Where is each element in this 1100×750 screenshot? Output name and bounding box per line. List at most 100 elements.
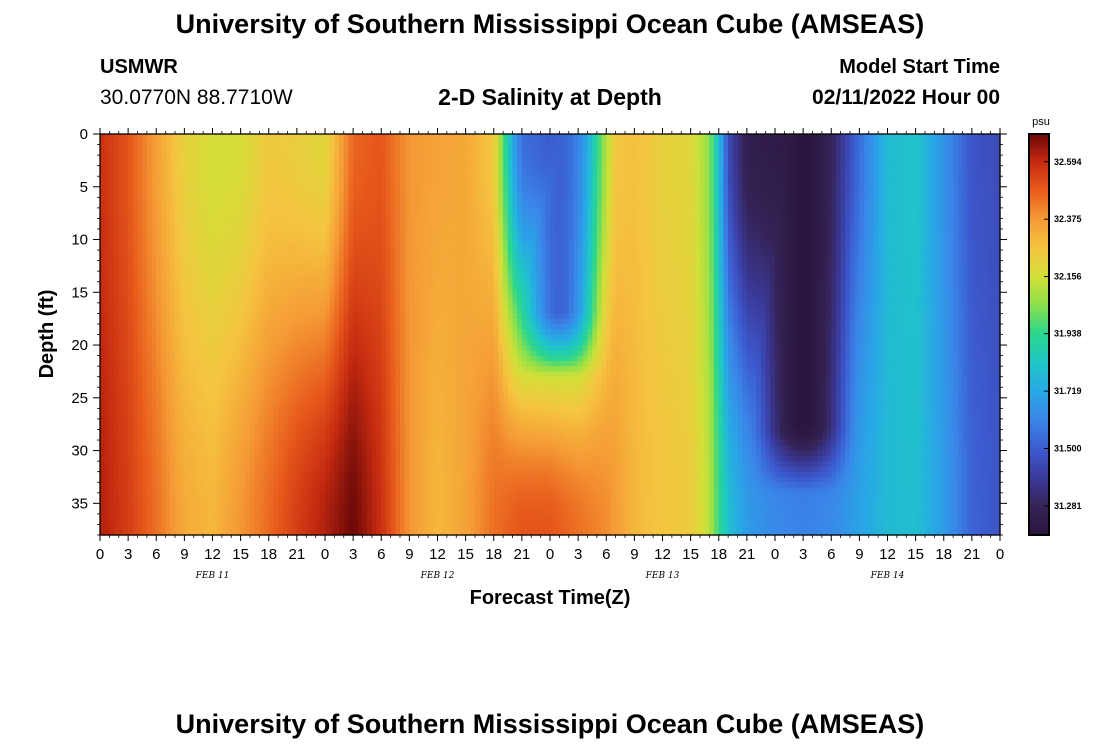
heatmap-cell [175, 498, 181, 504]
heatmap-cell [278, 165, 284, 172]
heatmap-cell [240, 408, 246, 415]
heatmap-cell [109, 492, 115, 499]
heatmap-cell [376, 302, 382, 309]
heatmap-cell [348, 408, 354, 415]
heatmap-cell [357, 228, 364, 235]
heatmap-cell [207, 292, 214, 299]
heatmap-cell [198, 260, 204, 267]
heatmap-cell [240, 223, 246, 230]
heatmap-cell [235, 418, 242, 425]
heatmap-cell [343, 213, 350, 220]
heatmap-cell [198, 239, 204, 246]
heatmap-cell [371, 450, 378, 457]
heatmap-cell [193, 223, 200, 230]
heatmap-cell [250, 445, 256, 452]
heatmap-cell [273, 139, 279, 146]
heatmap-cell [221, 461, 228, 468]
heatmap-cell [118, 413, 125, 420]
heatmap-cell [343, 450, 350, 457]
heatmap-cell [175, 144, 181, 151]
heatmap-cell [156, 234, 162, 241]
heatmap-cell [245, 408, 251, 415]
heatmap-cell [343, 360, 350, 367]
heatmap-cell [146, 197, 153, 204]
heatmap-cell [367, 482, 373, 489]
heatmap-cell [278, 202, 284, 209]
heatmap-cell [217, 213, 223, 220]
heatmap-cell [376, 360, 382, 367]
heatmap-cell [221, 202, 228, 209]
heatmap-cell [179, 350, 185, 357]
heatmap-cell [254, 197, 260, 204]
heatmap-cell [132, 376, 139, 383]
heatmap-cell [160, 186, 167, 193]
heatmap-cell [221, 413, 228, 420]
heatmap-cell [142, 339, 148, 346]
heatmap-cell [329, 197, 335, 204]
heatmap-cell [329, 207, 335, 214]
heatmap-cell [212, 440, 218, 446]
heatmap-cell [212, 345, 218, 351]
heatmap-cell [109, 519, 115, 526]
heatmap-cell [329, 334, 335, 341]
heatmap-cell [292, 334, 298, 341]
heatmap-cell [287, 508, 293, 515]
heatmap-cell [240, 503, 246, 510]
heatmap-cell [170, 403, 176, 409]
heatmap-cell [371, 244, 378, 251]
heatmap-cell [146, 487, 153, 494]
heatmap-cell [325, 181, 331, 188]
heatmap-cell [320, 155, 326, 161]
heatmap-cell [245, 466, 251, 473]
heatmap-cell [400, 524, 406, 531]
heatmap-cell [400, 234, 406, 241]
heatmap-cell [156, 350, 162, 357]
heatmap-cell [278, 471, 284, 478]
heatmap-cell [264, 455, 270, 462]
heatmap-cell [193, 244, 200, 251]
heatmap-cell [334, 276, 340, 283]
heatmap-cell [193, 408, 200, 415]
heatmap-cell [390, 181, 396, 188]
heatmap-cell [371, 139, 378, 146]
heatmap-cell [381, 471, 387, 478]
heatmap-cell [198, 508, 204, 515]
heatmap-cell [221, 197, 228, 204]
heatmap-cell [100, 392, 106, 399]
heatmap-cell [287, 413, 293, 420]
heatmap-cell [306, 308, 312, 314]
heatmap-cell [353, 376, 359, 383]
heatmap-cell [175, 360, 181, 367]
heatmap-cell [306, 408, 312, 415]
heatmap-cell [193, 339, 200, 346]
heatmap-cell [226, 355, 232, 362]
heatmap-cell [207, 381, 214, 388]
heatmap-cell [357, 339, 364, 346]
heatmap-cell [404, 287, 410, 293]
heatmap-cell [400, 192, 406, 198]
heatmap-cell [175, 376, 181, 383]
heatmap-cell [254, 476, 260, 483]
heatmap-cell [282, 487, 289, 494]
heatmap-cell [160, 202, 167, 209]
heatmap-cell [339, 134, 345, 140]
heatmap-cell [343, 503, 350, 510]
heatmap-cell [245, 244, 251, 251]
heatmap-cell [128, 170, 134, 177]
heatmap-cell [231, 376, 237, 383]
heatmap-cell [226, 476, 232, 483]
heatmap-cell [292, 455, 298, 462]
heatmap-cell [146, 529, 153, 536]
heatmap-cell [390, 202, 396, 209]
heatmap-cell [137, 492, 143, 499]
heatmap-cell [381, 498, 387, 504]
heatmap-cell [132, 297, 139, 304]
heatmap-cell [114, 281, 120, 288]
heatmap-cell [179, 302, 185, 309]
heatmap-cell [348, 524, 354, 531]
heatmap-cell [296, 281, 303, 288]
heatmap-cell [315, 223, 321, 230]
heatmap-cell [390, 165, 396, 172]
heatmap-cell [385, 408, 392, 415]
heatmap-cell [203, 155, 209, 161]
